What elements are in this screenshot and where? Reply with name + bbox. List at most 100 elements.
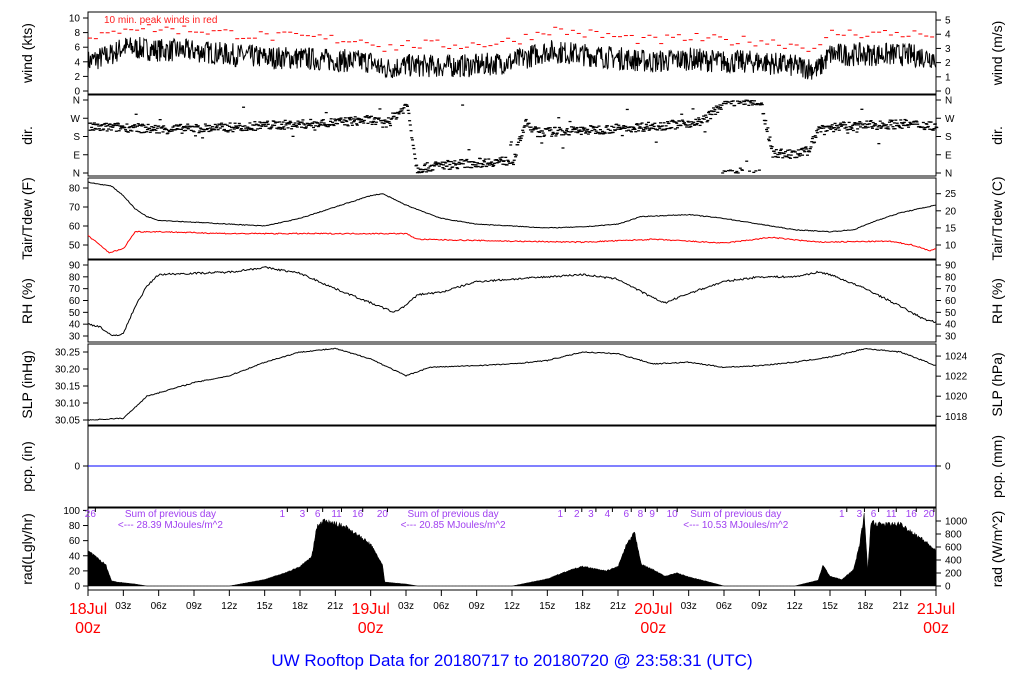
rad-hour-label: 1 [839,509,845,520]
tick-label-left: 4 [74,57,80,68]
tick-label-right: 25 [945,189,957,200]
rad-daily-sum-value: <--- 28.39 MJoules/m^2 [118,520,223,531]
tick-label-left: 0 [74,462,80,473]
tick-label-right: 80 [945,272,957,283]
tick-label-right: N [945,96,952,107]
tick-label-right: 70 [945,284,957,295]
tick-label-right: 800 [945,530,962,541]
tick-label-right: E [945,150,952,161]
ylabel-right-slp: SLP (hPa) [989,352,1005,416]
ylabel-left-temp: Tair/Tdew (F) [19,177,35,259]
tick-label-left: 40 [69,320,81,331]
tick-label-left: 60 [69,536,81,547]
x-date-label: 20Jul [634,601,672,618]
ylabel-left-slp: SLP (inHg) [19,350,35,418]
tick-label-left: N [73,169,80,180]
tick-label-right: 60 [945,296,957,307]
ylabel-right-rh: RH (%) [989,278,1005,324]
rad-hour-label: 9 [649,509,655,520]
rad-hour-label: 16 [352,509,364,520]
series-slp-line [87,347,937,421]
panel-frame-temp [87,177,937,260]
tick-label-right: 1000 [945,517,968,528]
ylabel-right-pcp: pcp. (mm) [989,435,1005,498]
tick-label-left: 30 [69,332,81,343]
rad-hour-label: 6 [315,509,321,520]
x-date-sublabel: 00z [75,620,101,637]
rad-hour-label: 26 [85,509,97,520]
rad-daily-sum-title: Sum of previous day [408,509,499,520]
rad-daily-sum-title: Sum of previous day [125,509,216,520]
series-rh-line [87,266,937,337]
x-tick-label: 21z [610,601,626,612]
tick-label-left: 70 [69,203,81,214]
rad-hour-label: 8 [638,509,644,520]
x-tick-label: 18z [857,601,873,612]
x-tick-label: 09z [751,601,767,612]
rad-hour-label: 4 [605,509,611,520]
tick-label-right: 200 [945,569,962,580]
tick-label-right: 20 [945,206,957,217]
tick-label-left: 60 [69,222,81,233]
x-tick-label: 06z [151,601,167,612]
rad-daily-sum-title: Sum of previous day [690,509,781,520]
tick-label-left: 20 [69,566,81,577]
x-tick-label: 18z [292,601,308,612]
x-date-sublabel: 00z [640,620,666,637]
tick-label-left: 30.25 [55,348,80,359]
x-tick-label: 09z [469,601,485,612]
rad-hour-label: 16 [906,509,918,520]
ylabel-right-temp: Tair/Tdew (C) [989,176,1005,260]
rad-hour-label: 20 [377,509,389,520]
tick-label-left: E [73,150,80,161]
tick-label-right: 0 [945,462,951,473]
x-tick-label: 15z [822,601,838,612]
x-date-sublabel: 00z [923,620,949,637]
tick-label-right: 3 [945,44,951,55]
panel-slp: SLP (inHg) SLP (hPa) 30.05 30.10 30.15 30.20 3… [19,343,1005,427]
tick-label-left: 30.15 [55,382,80,393]
tick-label-right: W [945,114,955,125]
rad-hour-label: 11 [331,509,342,520]
tick-label-right: 0 [945,87,951,98]
tick-label-left: N [73,96,80,107]
tick-label-right: 600 [945,543,962,554]
x-tick-label: 15z [539,601,555,612]
series-tair-line [87,181,937,233]
ylabel-left-wind: wind (kts) [19,23,35,84]
x-tick-label: 12z [787,601,803,612]
x-tick-label: 12z [221,601,237,612]
rad-hour-label: 3 [588,509,594,520]
tick-label-right: 10 [945,241,957,252]
tick-label-left: S [73,132,80,143]
rad-hour-label: 1 [280,509,286,520]
ylabel-right-rad: rad (W/m^2) [989,511,1005,588]
ylabel-right-dir: dir. [989,126,1005,145]
rad-hour-label: 20 [923,509,935,520]
tick-label-right: 50 [945,308,957,319]
series-wind-line [87,36,937,80]
tick-label-left: 30.20 [55,365,80,376]
tick-label-left: 60 [69,296,81,307]
tick-label-right: 0 [945,582,951,593]
rad-hour-label: 2 [574,509,580,520]
rad-hour-label: 1 [558,509,564,520]
tick-label-left: 0 [74,582,80,593]
tick-label-left: W [71,114,81,125]
x-tick-label: 03z [115,601,131,612]
series-rad-area [87,512,937,587]
rad-daily-sum-value: <--- 20.85 MJoules/m^2 [401,520,506,531]
tick-label-right: 40 [945,320,957,331]
ylabel-right-wind: wind (m/s) [989,21,1005,87]
tick-label-left: 40 [69,551,81,562]
x-tick-label: 06z [433,601,449,612]
tick-label-left: 50 [69,308,81,319]
tick-label-left: 0 [74,87,80,98]
x-tick-label: 21z [327,601,343,612]
x-tick-label: 09z [186,601,202,612]
x-tick-label: 03z [681,601,697,612]
ylabel-left-rh: RH (%) [19,278,35,324]
